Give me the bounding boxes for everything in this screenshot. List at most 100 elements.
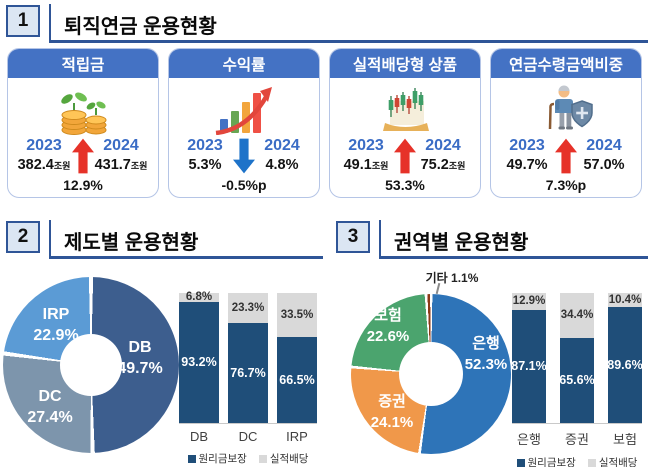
- donut-label-irp: IRP 22.9%: [18, 304, 94, 346]
- stat-value: 382.4조원: [9, 157, 79, 173]
- summary-card-reserves: 적립금 2023 382.4조원: [7, 48, 159, 198]
- segment-value-label: 65.6%: [559, 373, 595, 388]
- value-number: 49.1: [343, 157, 372, 173]
- bar-segment-실적배당: 12.9%: [512, 293, 546, 310]
- year-label: 2023: [187, 137, 223, 154]
- bar-segment-원리금보장: 87.1%: [511, 309, 547, 423]
- card-title: 수익률: [169, 49, 319, 78]
- donut-chart-by-plan: [3, 277, 179, 453]
- year-label: 2024: [586, 137, 622, 154]
- card-stats: 2023 49.7% 2024 57.0% 7.3%p: [491, 137, 641, 197]
- bar-segment-원리금보장: 66.5%: [277, 336, 317, 423]
- donut-chart-by-sector: [351, 294, 511, 454]
- slice-name: 은행: [472, 335, 500, 352]
- section2-number-badge: 2: [6, 221, 40, 253]
- bar-segment-실적배당: 23.3%: [228, 293, 268, 324]
- section1-number-badge: 1: [6, 5, 40, 37]
- legend-swatch: [258, 454, 267, 463]
- value-number: 382.4: [17, 157, 54, 173]
- legend-item: 실적배당: [587, 455, 637, 467]
- growth-chart-icon: [169, 81, 319, 137]
- stat-value: 5.3%: [170, 157, 240, 173]
- stat-value: 49.7%: [492, 157, 562, 173]
- value-unit: 조원: [448, 161, 466, 171]
- bar-segment-실적배당: 33.5%: [277, 293, 317, 337]
- slice-name: 보험: [374, 307, 402, 324]
- bar-segment-원리금보장: 76.7%: [228, 323, 268, 423]
- bar-column-DB: 6.8% 93.2%: [179, 291, 219, 423]
- segment-value-label: 23.3%: [231, 302, 265, 315]
- year-label: 2023: [26, 137, 62, 154]
- donut-label-insurance: 보험 22.6%: [350, 305, 426, 347]
- bar-plot: 12.9% 87.1% 34.4% 65.6% 10.4% 89.6%: [511, 293, 643, 424]
- stat-value: 75.2조원: [407, 157, 479, 173]
- stat-value: 57.0%: [568, 157, 640, 173]
- value-number: 5.3%: [188, 157, 222, 173]
- legend: 원리금보장 실적배당: [179, 451, 317, 466]
- section2-underline: [49, 220, 323, 259]
- section3-title: 권역별 운용현황: [394, 232, 529, 254]
- section3-underline: [379, 220, 648, 259]
- slice-value: 27.4%: [27, 409, 73, 426]
- year-label: 2024: [264, 137, 300, 154]
- value-number: 57.0%: [583, 157, 625, 173]
- year-label: 2023: [509, 137, 545, 154]
- slice-name: DB: [128, 339, 152, 356]
- card-title: 적립금: [8, 49, 158, 78]
- segment-value-label: 33.5%: [280, 308, 314, 321]
- card-stats: 2023 49.1조원 2024 75.2조원 53.3%: [330, 137, 480, 197]
- segment-value-label: 76.7%: [230, 366, 266, 381]
- up-arrow-icon: [394, 138, 416, 179]
- stat-value: 49.1조원: [331, 157, 401, 173]
- stat-2023: 2023 49.7%: [492, 137, 562, 173]
- segment-value-label: 87.1%: [511, 359, 547, 374]
- value-number: 75.2: [420, 157, 449, 173]
- category-label: 증권: [565, 432, 589, 447]
- stacked-bar-by-sector: 12.9% 87.1% 34.4% 65.6% 10.4% 89.6% 은행 증권 보험 원리금보…: [511, 293, 643, 467]
- slice-value: 52.3%: [464, 356, 508, 373]
- bar-segment-원리금보장: 89.6%: [607, 306, 643, 423]
- slice-value: 1.1%: [451, 271, 479, 285]
- legend-swatch: [516, 458, 525, 467]
- slice-value: 22.9%: [33, 327, 79, 344]
- bar-segment-원리금보장: 93.2%: [179, 301, 219, 423]
- value-unit: 조원: [53, 161, 71, 171]
- summary-card-performance-products: 실적배당형 상품 2023 49.1조원 2024: [329, 48, 481, 198]
- stat-2023: 2023 49.1조원: [331, 137, 401, 173]
- slice-value: 49.7%: [117, 360, 163, 377]
- slice-name: DC: [38, 388, 62, 405]
- category-label: 은행: [517, 432, 541, 447]
- slice-value: 22.6%: [366, 328, 410, 345]
- bar-column-증권: 34.4% 65.6%: [559, 293, 595, 423]
- stat-2024: 2024 75.2조원: [407, 137, 479, 173]
- card-title: 실적배당형 상품: [330, 49, 480, 78]
- stacked-bar-by-plan: 6.8% 93.2% 23.3% 76.7% 33.5% 66.5% DB DC IRP 원리금보…: [179, 291, 317, 466]
- stat-value: 431.7조원: [85, 157, 157, 173]
- slice-name: 증권: [378, 393, 406, 410]
- summary-card-return-rate: 수익률 2023 5.3% 2024 4.8% -0.5: [168, 48, 320, 198]
- bar-segment-실적배당: 34.4%: [560, 293, 594, 338]
- section1-underline: [49, 4, 648, 43]
- value-unit: 조원: [130, 161, 148, 171]
- category-label: IRP: [286, 429, 308, 444]
- donut-label-dc: DC 27.4%: [12, 386, 88, 428]
- stat-2023: 2023 382.4조원: [9, 137, 79, 173]
- year-label: 2023: [348, 137, 384, 154]
- senior-shield-icon: [491, 81, 641, 137]
- legend-swatch: [587, 458, 596, 467]
- category-label: 보험: [613, 432, 637, 447]
- category-axis: DB DC IRP: [179, 429, 317, 444]
- category-axis: 은행 증권 보험: [512, 429, 642, 448]
- bar-column-은행: 12.9% 87.1%: [511, 293, 547, 423]
- bar-segment-실적배당: 6.8%: [179, 291, 219, 303]
- bar-column-IRP: 33.5% 66.5%: [277, 293, 317, 423]
- segment-value-label: 34.4%: [560, 309, 594, 322]
- change-value: -0.5%p: [221, 177, 267, 193]
- value-unit: 조원: [371, 161, 389, 171]
- candlestick-chart-icon: [330, 81, 480, 137]
- coins-sprout-icon: [8, 81, 158, 137]
- category-label: DC: [238, 429, 258, 444]
- down-arrow-icon: [233, 138, 255, 179]
- slice-name: IRP: [42, 306, 70, 323]
